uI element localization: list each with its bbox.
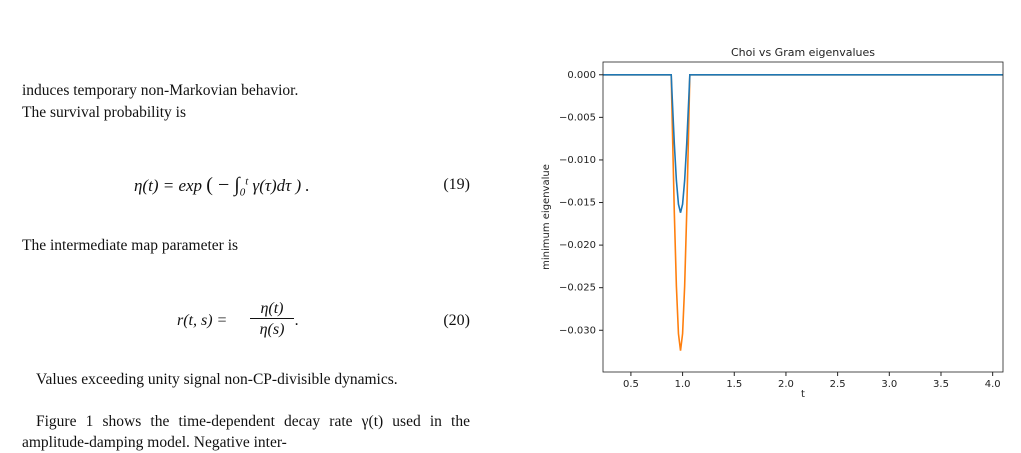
chart-title: Choi vs Gram eigenvalues xyxy=(731,46,875,59)
y-tick-label: −0.015 xyxy=(559,198,596,209)
eq-part: . xyxy=(295,312,299,329)
plot-frame xyxy=(602,61,1004,373)
paragraph: The intermediate map parameter is xyxy=(22,237,239,254)
x-tick-label: 3.0 xyxy=(881,379,897,390)
eq-part: 0 xyxy=(239,186,246,199)
equation-number: (19) xyxy=(443,176,470,193)
page: induces temporary non-Markovian behavior… xyxy=(22,46,1004,451)
eq-part: t xyxy=(245,175,249,188)
series-line xyxy=(603,73,1003,351)
x-tick-label: 4.0 xyxy=(985,379,1001,390)
x-axis-label: t xyxy=(801,389,805,400)
eq-part: η(t) xyxy=(250,300,294,319)
x-tick-label: 2.5 xyxy=(830,379,846,390)
eq-part: η(t) = exp xyxy=(134,176,203,195)
y-tick-label: −0.030 xyxy=(559,325,596,336)
series-line xyxy=(603,73,1003,213)
eq-part: γ(τ)dτ ) . xyxy=(252,176,310,195)
equation-number: (20) xyxy=(443,312,470,329)
y-tick-label: −0.020 xyxy=(559,240,596,251)
x-tick-label: 3.5 xyxy=(933,379,949,390)
x-tick-label: 1.5 xyxy=(726,379,742,390)
eq-part: r(t, s) = xyxy=(177,312,228,329)
x-tick-label: 0.5 xyxy=(623,379,639,390)
eq-part: ( − ∫ xyxy=(206,174,240,196)
paragraph: induces temporary non-Markovian behavior… xyxy=(22,82,299,99)
y-tick-label: −0.010 xyxy=(559,155,596,166)
paragraph: The survival probability is xyxy=(22,104,187,121)
y-tick-label: −0.005 xyxy=(559,112,596,123)
x-tick-label: 1.0 xyxy=(675,379,691,390)
x-tick-label: 2.0 xyxy=(778,379,794,390)
y-axis-label: minimum eigenvalue xyxy=(541,164,552,270)
y-tick-label: −0.025 xyxy=(559,283,596,294)
chart: Choi vs Gram eigenvalues t minimum eigen… xyxy=(541,46,1004,400)
paragraph: Values exceeding unity signal non-CP-div… xyxy=(36,371,398,388)
y-tick-label: 0.000 xyxy=(567,70,596,81)
eq-part: η(s) xyxy=(259,321,285,338)
